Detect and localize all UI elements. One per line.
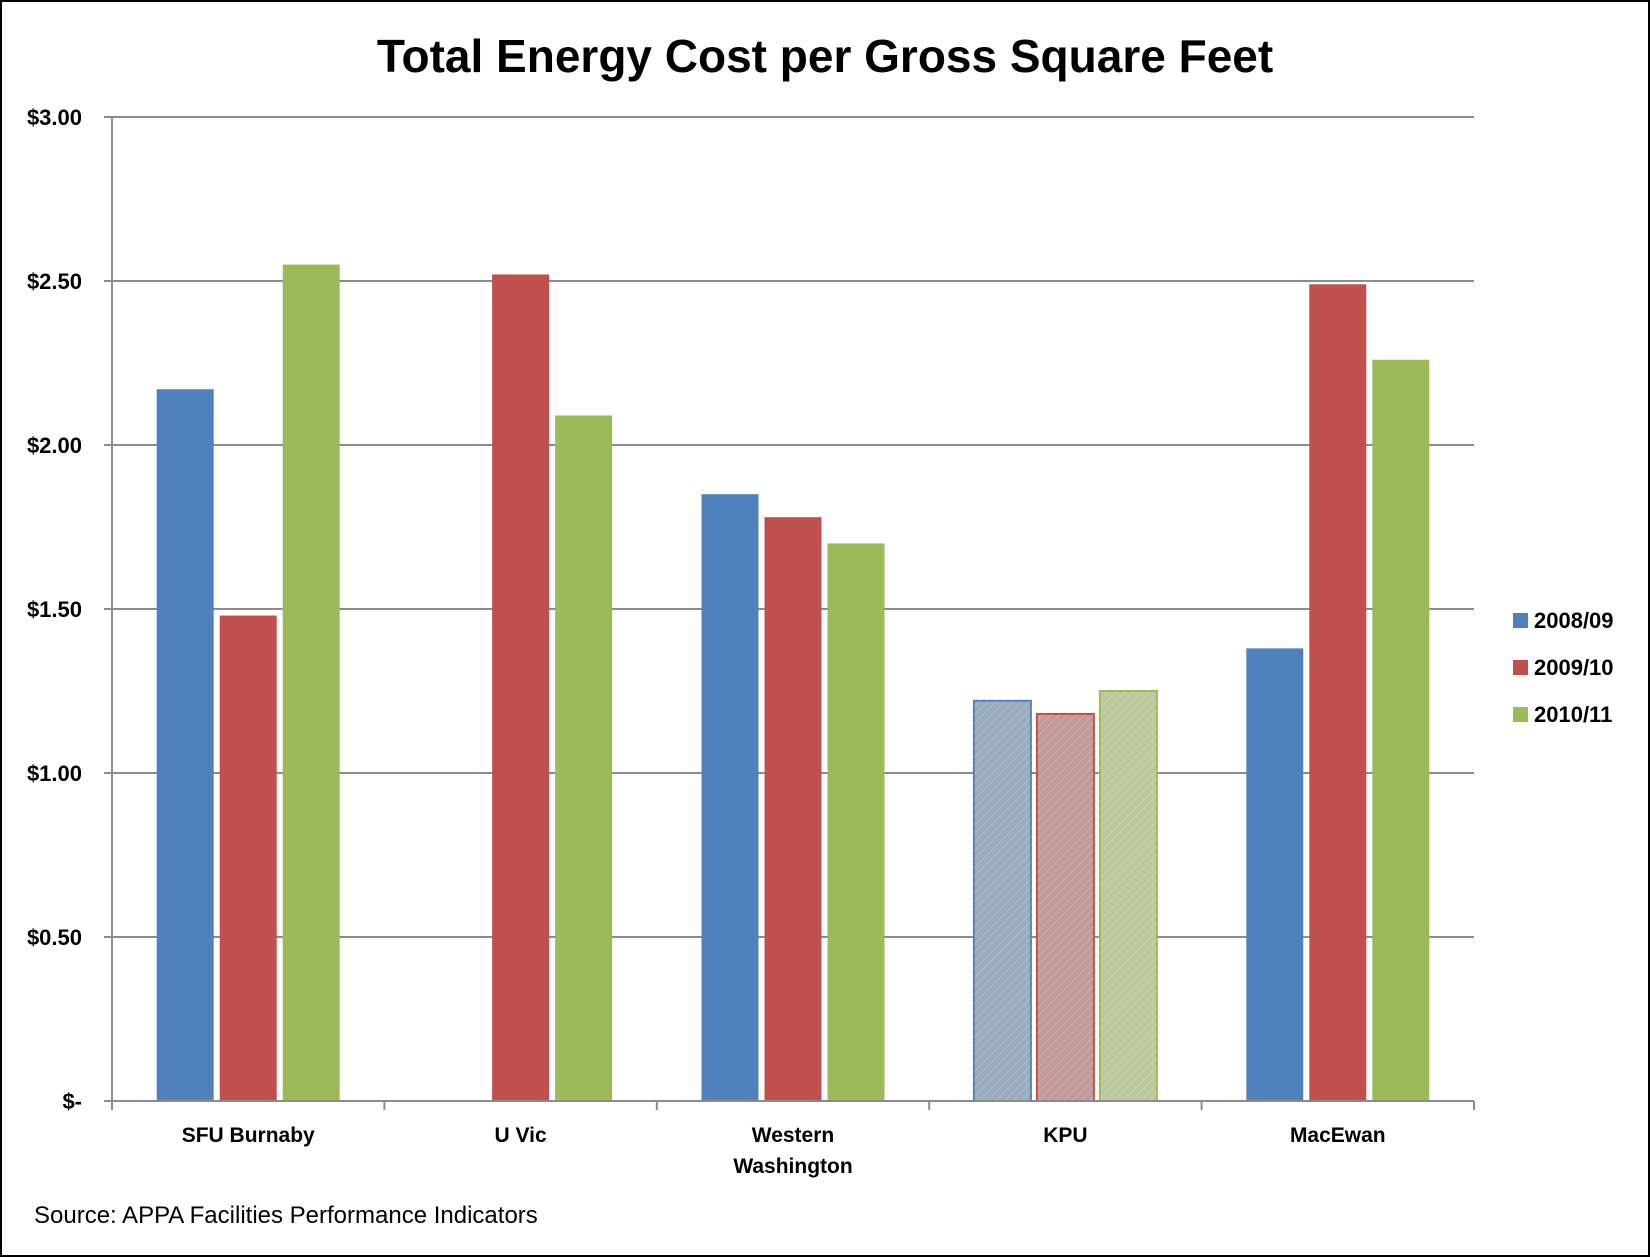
legend-swatch xyxy=(1513,660,1528,675)
x-tick-label: MacEwan xyxy=(1290,1124,1386,1147)
x-tick-label: Washington xyxy=(733,1155,852,1178)
legend-swatch xyxy=(1513,613,1528,628)
bar xyxy=(156,389,214,1101)
legend-label: 2009/10 xyxy=(1534,655,1614,680)
y-tick-label: $2.00 xyxy=(27,433,82,458)
y-axis-ticks: $- $0.50 $1.00 $1.50 $2.00 $2.50 $3.00 xyxy=(27,105,112,1114)
bar-hatch xyxy=(1099,691,1157,1101)
y-tick-label: $1.50 xyxy=(27,597,82,622)
bar xyxy=(1246,648,1304,1101)
legend: 2008/09 2009/10 2010/11 xyxy=(1513,608,1614,727)
bar xyxy=(1309,284,1367,1101)
y-tick-label: $1.00 xyxy=(27,761,82,786)
bar xyxy=(827,543,885,1101)
y-tick-label: $3.00 xyxy=(27,105,82,130)
y-tick-label: $- xyxy=(62,1089,82,1114)
axes xyxy=(104,117,1475,1110)
bar-hatch xyxy=(1036,713,1094,1101)
source-note: Source: APPA Facilities Performance Indi… xyxy=(34,1202,538,1229)
x-tick-label: SFU Burnaby xyxy=(182,1124,315,1147)
y-tick-label: $2.50 xyxy=(27,269,82,294)
x-axis-labels: SFU Burnaby U Vic Western Washington KPU MacE… xyxy=(182,1124,1386,1178)
bar xyxy=(1372,359,1430,1102)
y-tick-label: $0.50 xyxy=(27,925,82,950)
x-tick-label: U Vic xyxy=(495,1124,547,1147)
x-tick-label: Western xyxy=(752,1124,834,1147)
legend-label: 2008/09 xyxy=(1534,608,1614,633)
bar xyxy=(219,615,277,1101)
bar xyxy=(555,415,613,1102)
legend-label: 2010/11 xyxy=(1534,702,1612,727)
bar xyxy=(764,517,822,1101)
bar xyxy=(492,274,550,1101)
bar xyxy=(701,494,759,1101)
x-tick-label: KPU xyxy=(1043,1124,1087,1147)
bar xyxy=(282,264,340,1102)
bars xyxy=(156,264,1430,1103)
chart-title: Total Energy Cost per Gross Square Feet xyxy=(377,30,1273,82)
bar-hatch xyxy=(973,700,1031,1101)
legend-swatch xyxy=(1513,707,1528,722)
